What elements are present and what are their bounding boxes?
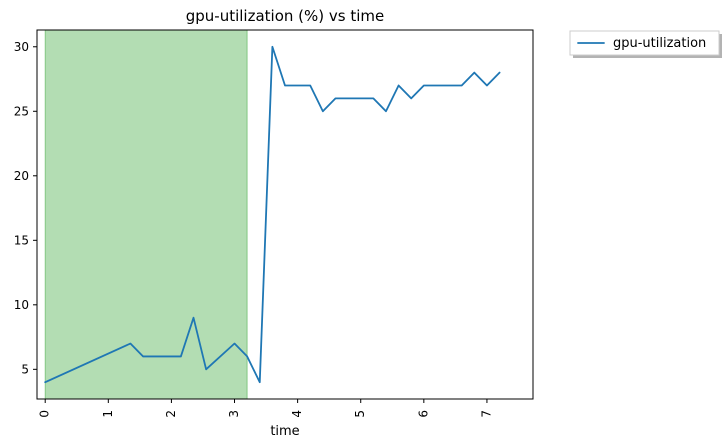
y-tick-label: 5 [21,362,29,376]
x-tick-label: 7 [479,410,493,418]
legend: gpu-utilization [569,30,722,58]
data-point [372,97,374,99]
x-tick-label: 2 [164,410,178,418]
data-point [234,343,236,345]
data-point [423,85,425,87]
data-point [499,72,501,74]
data-point [410,97,412,99]
data-point [284,85,286,87]
data-point [180,356,182,358]
x-tick-label: 6 [416,410,430,418]
highlight-band [44,29,248,400]
data-point [461,85,463,87]
y-tick-label: 20 [14,169,29,183]
data-point [271,46,273,48]
x-tick-label: 3 [227,410,241,418]
data-point [335,97,337,99]
data-point [142,356,144,358]
data-point [473,72,475,74]
y-tick-label: 25 [14,104,29,118]
data-point [129,343,131,345]
data-point [44,381,46,383]
x-tick-label: 5 [353,410,367,418]
data-point [193,317,195,319]
axes-layer: 5 10 15 20 25 30 0 1 2 3 4 5 6 7 [14,29,534,418]
series-line-gpu-utilization [44,45,501,384]
data-point [309,85,311,87]
y-tick-label: 30 [14,40,29,54]
x-tick-label: 4 [290,410,304,418]
data-point [246,356,248,358]
chart-title: gpu-utilization (%) vs time [186,7,385,25]
data-point [205,368,207,370]
legend-label: gpu-utilization [613,36,706,51]
x-tick-label: 1 [101,410,115,418]
x-tick-label: 0 [38,410,52,418]
x-axis-label: time [270,424,299,439]
data-point [322,110,324,112]
y-tick-label: 10 [14,298,29,312]
plot-frame [36,29,534,400]
y-tick-label: 15 [14,233,29,247]
plot-layer [44,29,501,400]
data-point [486,85,488,87]
data-point [385,110,387,112]
data-point [398,85,400,87]
data-point [259,381,261,383]
